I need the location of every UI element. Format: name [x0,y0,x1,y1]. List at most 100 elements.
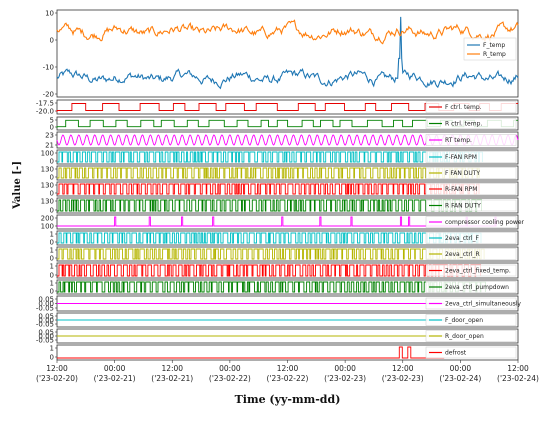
y-tick-label: 5 [50,116,54,124]
y-tick-label: 0 [50,36,54,44]
y-tick-label: 1 [50,279,54,287]
legend-box [425,232,517,244]
x-tick-time: 12:00 [277,364,299,373]
y-tick-label: 0 [50,157,54,165]
panel-rt: 23 21 RT temp. [45,131,519,149]
legend: 2eva_ctrl_pumpdown [425,281,517,293]
y-tick-label: 100 [41,222,54,230]
x-tick-date: ('23-02-23) [382,374,424,383]
series-line-r-fan-rpm [57,183,480,195]
x-tick-date: ('23-02-21) [151,374,193,383]
panel-rdoor: 0.050.00-0.05 R_door_open [36,328,519,344]
legend: R FAN DUTY [425,199,517,212]
y-tick-label: 10 [45,9,54,17]
legend-label: F_temp [483,42,505,49]
panel-r-ctrl: 50 R ctrl. temp. [50,116,519,131]
legend-label: 2eva_ctrl_F [445,235,480,242]
y-tick-label: 0.00 [38,316,54,324]
legend: F FAN DUTY [425,167,517,179]
legend: 2eva_ctrl_R [425,248,517,260]
x-tick-date: ('23-02-23) [324,374,366,383]
series-line-f-temp [56,16,519,90]
panel-eva-sim: 0.050.00-0.05 2eva_ctrl_simultaneously [36,295,522,312]
legend-box [425,199,517,212]
legend-box [425,346,517,359]
y-tick-label: 0 [50,123,54,131]
x-tick-time: 00:00 [219,364,241,373]
y-tick-label: 0 [50,206,54,214]
x-axis-label: Time (yy-mm-dd) [235,393,341,406]
panel-frame [56,279,519,295]
legend-box [425,118,517,129]
panel-frame [56,9,519,98]
legend-box [425,216,517,228]
legend-label: 2eva_ctrl_pumpdown [445,284,509,291]
x-tick-date: ('23-02-22) [209,374,251,383]
panel-eva-f: 10 2eva_ctrl_F [50,230,519,246]
panel-fdoor: 0.050.00-0.05 F_door_open [36,312,519,328]
legend: RT temp. [425,134,517,146]
legend: 2eva_ctrl_fixed_temp. [425,264,517,277]
y-tick-label: 0 [50,287,54,295]
legend-label: F_door_open [445,317,483,324]
y-tick-label: -10 [43,63,54,71]
x-tick-date: ('23-02-24) [439,374,481,383]
x-tick-time: 00:00 [334,364,356,373]
panel-frame [56,214,519,230]
y-tick-label: 0 [50,353,54,361]
legend-box [425,330,517,342]
legend-box [425,183,517,195]
x-tick-time: 12:00 [507,364,529,373]
y-tick-label: 0.00 [38,300,54,308]
y-tick-label: -20.0 [36,107,54,115]
legend-label: 2eva_ctrl_simultaneously [445,301,521,308]
y-tick-label: 0.05 [38,328,54,336]
series-line-2eva-ctrl-pumpdown [57,281,486,293]
legend-box [425,297,517,310]
x-axis-ticks: 12:00('23-02-20)00:00('23-02-21)12:00('2… [36,360,539,383]
y-tick-label: -0.05 [36,304,54,312]
legend-label: R-FAN RPM [445,186,477,193]
x-tick-date: ('23-02-20) [36,374,78,383]
legend: 2eva_ctrl_simultaneously [425,297,521,310]
legend-label: R_door_open [445,333,484,340]
y-tick-label: 1 [50,344,54,352]
x-tick-date: ('23-02-24) [497,374,539,383]
series-line-2eva-ctrl-fixed-temp- [57,264,482,277]
y-tick-label: 0.05 [38,295,54,303]
y-tick-label: -20 [43,90,54,98]
legend-label: RT temp. [445,137,472,144]
panel-temps: 10 0 -10 -20 F_temp R_temp [43,9,519,98]
legend-box [425,314,517,326]
y-axis-label: Value [-] [12,161,23,210]
legend-box [425,101,517,113]
legend-label: 2eva_ctrl_fixed_temp. [445,268,511,275]
y-tick-label: 0.05 [38,312,54,320]
y-tick-label: 1 [50,246,54,254]
series-line-f-fan-rpm [57,151,483,163]
x-tick-time: 12:00 [161,364,183,373]
legend-label: R FAN DUTY [445,203,481,210]
y-tick-label: 0 [50,254,54,262]
y-tick-label: 130 [41,197,54,205]
y-tick-label: 0.00 [38,332,54,340]
x-tick-date: ('23-02-22) [267,374,309,383]
panel-eva-fixed: 10 2eva_ctrl_fixed_temp. [50,262,519,279]
legend: 2eva_ctrl_F [425,232,517,244]
y-tick-label: 130 [41,165,54,173]
panel-eva-pump: 10 2eva_ctrl_pumpdown [50,279,519,295]
legend-label: defrost [445,350,467,357]
legend-box [425,281,517,293]
legend-label: R ctrl. temp. [445,121,482,128]
legend: F_door_open [425,314,517,326]
legend: R ctrl. temp. [425,118,517,129]
x-tick-time: 12:00 [46,364,68,373]
y-tick-label: -0.05 [36,320,54,328]
legend: compressor cooling power [425,216,525,228]
